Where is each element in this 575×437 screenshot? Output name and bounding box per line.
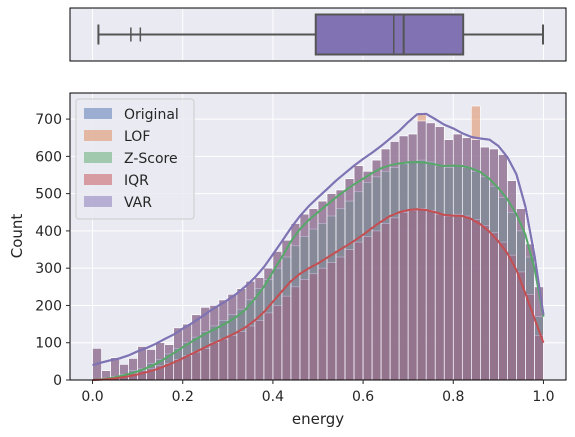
bar-var [416, 120, 427, 381]
bar-var [380, 148, 391, 381]
bar-var [182, 323, 193, 381]
bar-var [290, 223, 301, 381]
bar-var [317, 200, 328, 381]
bar-var [371, 159, 382, 381]
bar-var [362, 170, 373, 381]
legend-swatch [84, 152, 112, 163]
x-tick-label: 0.4 [262, 389, 284, 405]
bar-var [236, 288, 247, 381]
y-tick-label: 500 [35, 187, 62, 203]
histogram-frame [69, 92, 567, 381]
y-tick-label: 100 [35, 336, 62, 352]
bar-var [299, 213, 310, 381]
x-tick-label: 0.8 [442, 389, 464, 405]
legend-swatch [84, 174, 112, 185]
legend-label: LOF [124, 129, 150, 145]
bar-var [461, 137, 472, 381]
y-tick-label: 200 [35, 298, 62, 314]
y-tick-label: 0 [53, 373, 62, 389]
y-axis-label: Count [8, 214, 26, 259]
bar-var [452, 133, 463, 381]
x-tick-label: 0.0 [81, 389, 103, 405]
bar-var [516, 208, 526, 381]
kde-var [92, 112, 545, 367]
kde-iqr [92, 208, 545, 381]
bar-var [425, 122, 436, 381]
bar-var [398, 135, 409, 381]
histogram-panel: 0.0 0.2 0.4 0.6 0.8 1.0 0 100 200 300 400 500 600 70… [8, 92, 567, 428]
bar-var [308, 208, 319, 381]
x-tick-label: 0.2 [172, 389, 194, 405]
bar-var [443, 139, 454, 381]
y-tick-label: 300 [35, 261, 62, 277]
bar-var [353, 165, 364, 381]
legend-label: Z-Score [124, 151, 178, 167]
bar-var [471, 139, 481, 381]
legend-box [75, 98, 195, 220]
bar-var [191, 314, 202, 381]
boxplot-marks [97, 13, 545, 56]
histogram-bars [92, 105, 544, 381]
x-tick-label: 0.6 [352, 389, 374, 405]
bar-var [335, 189, 346, 381]
y-tick-label: 600 [35, 149, 62, 165]
x-tick-label: 1.0 [532, 389, 554, 405]
kde-lines [92, 112, 545, 381]
legend-label: IQR [124, 173, 149, 189]
x-axis-label: energy [292, 410, 344, 428]
x-axis-ticks: 0.0 0.2 0.4 0.6 0.8 1.0 [81, 380, 555, 405]
legend-label: VAR [124, 195, 152, 211]
bar-var [480, 146, 490, 381]
bar-var [173, 327, 184, 381]
bar-var [326, 193, 337, 381]
box-iqr [314, 13, 465, 56]
legend-swatch [84, 108, 112, 119]
legend-swatch [84, 130, 112, 141]
y-axis-ticks: 0 100 200 300 400 500 600 700 [35, 112, 70, 389]
boxplot-panel [69, 7, 567, 62]
bar-var [389, 141, 400, 381]
y-tick-label: 700 [35, 112, 62, 128]
legend-label: Original [124, 107, 179, 123]
bar-var [245, 280, 256, 381]
bar-var [344, 178, 355, 381]
legend-swatch [84, 196, 112, 207]
kde-z-score [92, 160, 545, 381]
bar-var [281, 239, 292, 381]
bar-var [407, 133, 418, 381]
legend: Original LOF Z-Score IQR VAR [75, 98, 195, 220]
y-tick-label: 400 [35, 224, 62, 240]
bar-var [200, 307, 211, 381]
